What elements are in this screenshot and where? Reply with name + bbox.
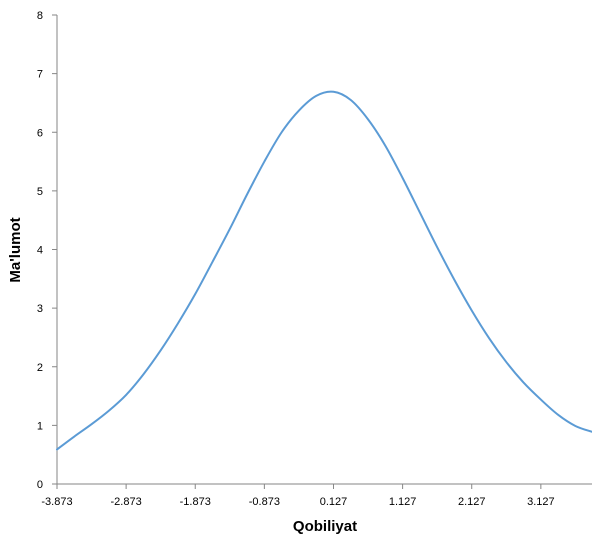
x-tick-label: 1.127 <box>389 496 417 508</box>
x-axis-title: Qobiliyat <box>293 518 357 535</box>
x-tick-label: 0.127 <box>320 496 348 508</box>
x-tick-label: 2.127 <box>458 496 486 508</box>
y-tick-label: 8 <box>37 10 43 22</box>
x-tick-label: -2.873 <box>111 496 142 508</box>
axes: 0 1 2 3 4 5 6 7 8 -3.873 -2.873 -1.873 -0.873 0.127 1… <box>37 10 592 508</box>
x-tick-label: 3.127 <box>527 496 555 508</box>
y-tick-label: 7 <box>37 69 43 81</box>
x-ticks: -3.873 -2.873 -1.873 -0.873 0.127 1.127 2.127 3… <box>41 484 555 508</box>
x-tick-label: -3.873 <box>41 496 72 508</box>
y-tick-label: 6 <box>37 127 43 139</box>
series-line-0 <box>56 90 592 451</box>
y-axis-title: Ma'lumot <box>7 217 24 282</box>
series-layer <box>56 90 592 451</box>
y-ticks: 0 1 2 3 4 5 6 7 8 <box>37 10 57 491</box>
y-tick-label: 0 <box>37 479 43 491</box>
x-tick-label: -1.873 <box>180 496 211 508</box>
x-tick-label: -0.873 <box>249 496 280 508</box>
y-tick-label: 4 <box>37 245 43 257</box>
y-tick-label: 3 <box>37 303 43 315</box>
y-tick-label: 2 <box>37 362 43 374</box>
y-tick-label: 5 <box>37 186 43 198</box>
y-tick-label: 1 <box>37 420 43 432</box>
